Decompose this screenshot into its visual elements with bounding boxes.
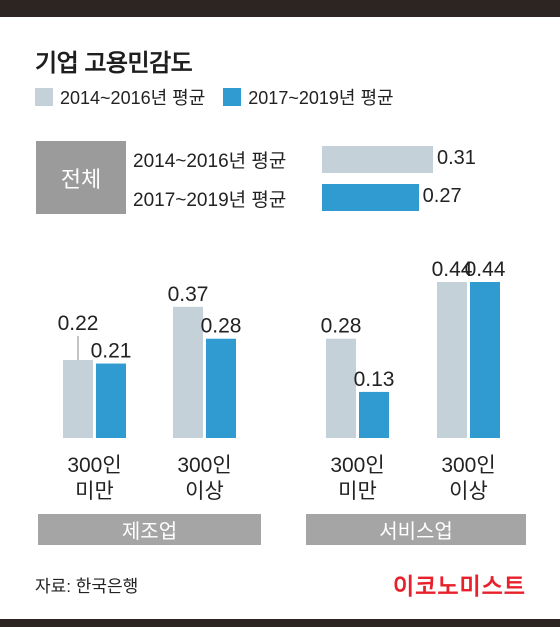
data-label-g1-c0-s0: 0.28	[321, 315, 362, 338]
legend-label-2017-2019: 2017~2019년 평균	[248, 88, 394, 108]
chart-title: 기업 고용민감도	[35, 50, 193, 77]
overall-value-2017-2019: 0.27	[422, 185, 462, 207]
category-label-line1-g1-c0: 300인	[330, 454, 384, 477]
legend-label-2014-2016: 2014~2016년 평균	[60, 88, 206, 108]
bar-g0-c1-s1	[206, 338, 236, 438]
bar-g0-c1-s0	[173, 306, 203, 438]
bar-g0-c0-s1	[96, 363, 126, 438]
category-label-line1-g1-c1: 300인	[441, 454, 495, 477]
overall-row-label-2014-2016: 2014~2016년 평균	[133, 151, 287, 172]
legend: 2014~2016년 평균 2017~2019년 평균	[35, 84, 412, 110]
group-label-manufacturing: 제조업	[38, 514, 261, 545]
category-label-line1-g0-c1: 300인	[177, 454, 231, 477]
category-label-line1-g0-c0: 300인	[67, 454, 121, 477]
legend-swatch-2014-2016	[35, 88, 53, 106]
bar-g1-c1-s0	[437, 282, 467, 438]
overall-bar-2014-2016	[322, 146, 433, 173]
bar-g1-c0-s1	[359, 391, 389, 438]
data-label-g1-c0-s1: 0.13	[354, 368, 395, 391]
overall-value-2014-2016: 0.31	[437, 147, 476, 169]
category-label-line2-g0-c1: 이상	[185, 480, 224, 503]
bar-g0-c0-s0	[63, 360, 93, 438]
category-label-line2-g1-c0: 미만	[338, 480, 377, 503]
group-label-services: 서비스업	[306, 514, 526, 545]
legend-swatch-2017-2019	[223, 88, 242, 106]
legend-item-2017-2019: 2017~2019년 평균	[223, 84, 394, 110]
category-label-line2-g1-c1: 이상	[449, 480, 488, 503]
data-label-g0-c1-s0: 0.37	[168, 283, 209, 306]
data-label-g0-c0-s0: 0.22	[58, 312, 99, 335]
publisher-logo: 이코노미스트	[393, 573, 526, 599]
overall-bar-2017-2019	[322, 184, 419, 211]
data-label-g1-c1-s0: 0.44	[432, 258, 473, 281]
data-label-g1-c1-s1: 0.44	[465, 258, 506, 281]
source-note: 자료: 한국은행	[35, 577, 139, 596]
bottom-bar	[0, 619, 560, 627]
top-bar	[0, 0, 560, 17]
bar-g1-c0-s0	[326, 338, 356, 438]
data-label-g0-c0-s1: 0.21	[91, 340, 132, 363]
overall-row-label-2017-2019: 2017~2019년 평균	[133, 190, 287, 211]
legend-item-2014-2016: 2014~2016년 평균	[35, 84, 205, 110]
bar-g1-c1-s1	[470, 282, 500, 438]
data-label-g0-c1-s1: 0.28	[201, 315, 242, 338]
category-label-line2-g0-c0: 미만	[75, 480, 114, 503]
overall-label-box: 전체	[36, 141, 126, 214]
